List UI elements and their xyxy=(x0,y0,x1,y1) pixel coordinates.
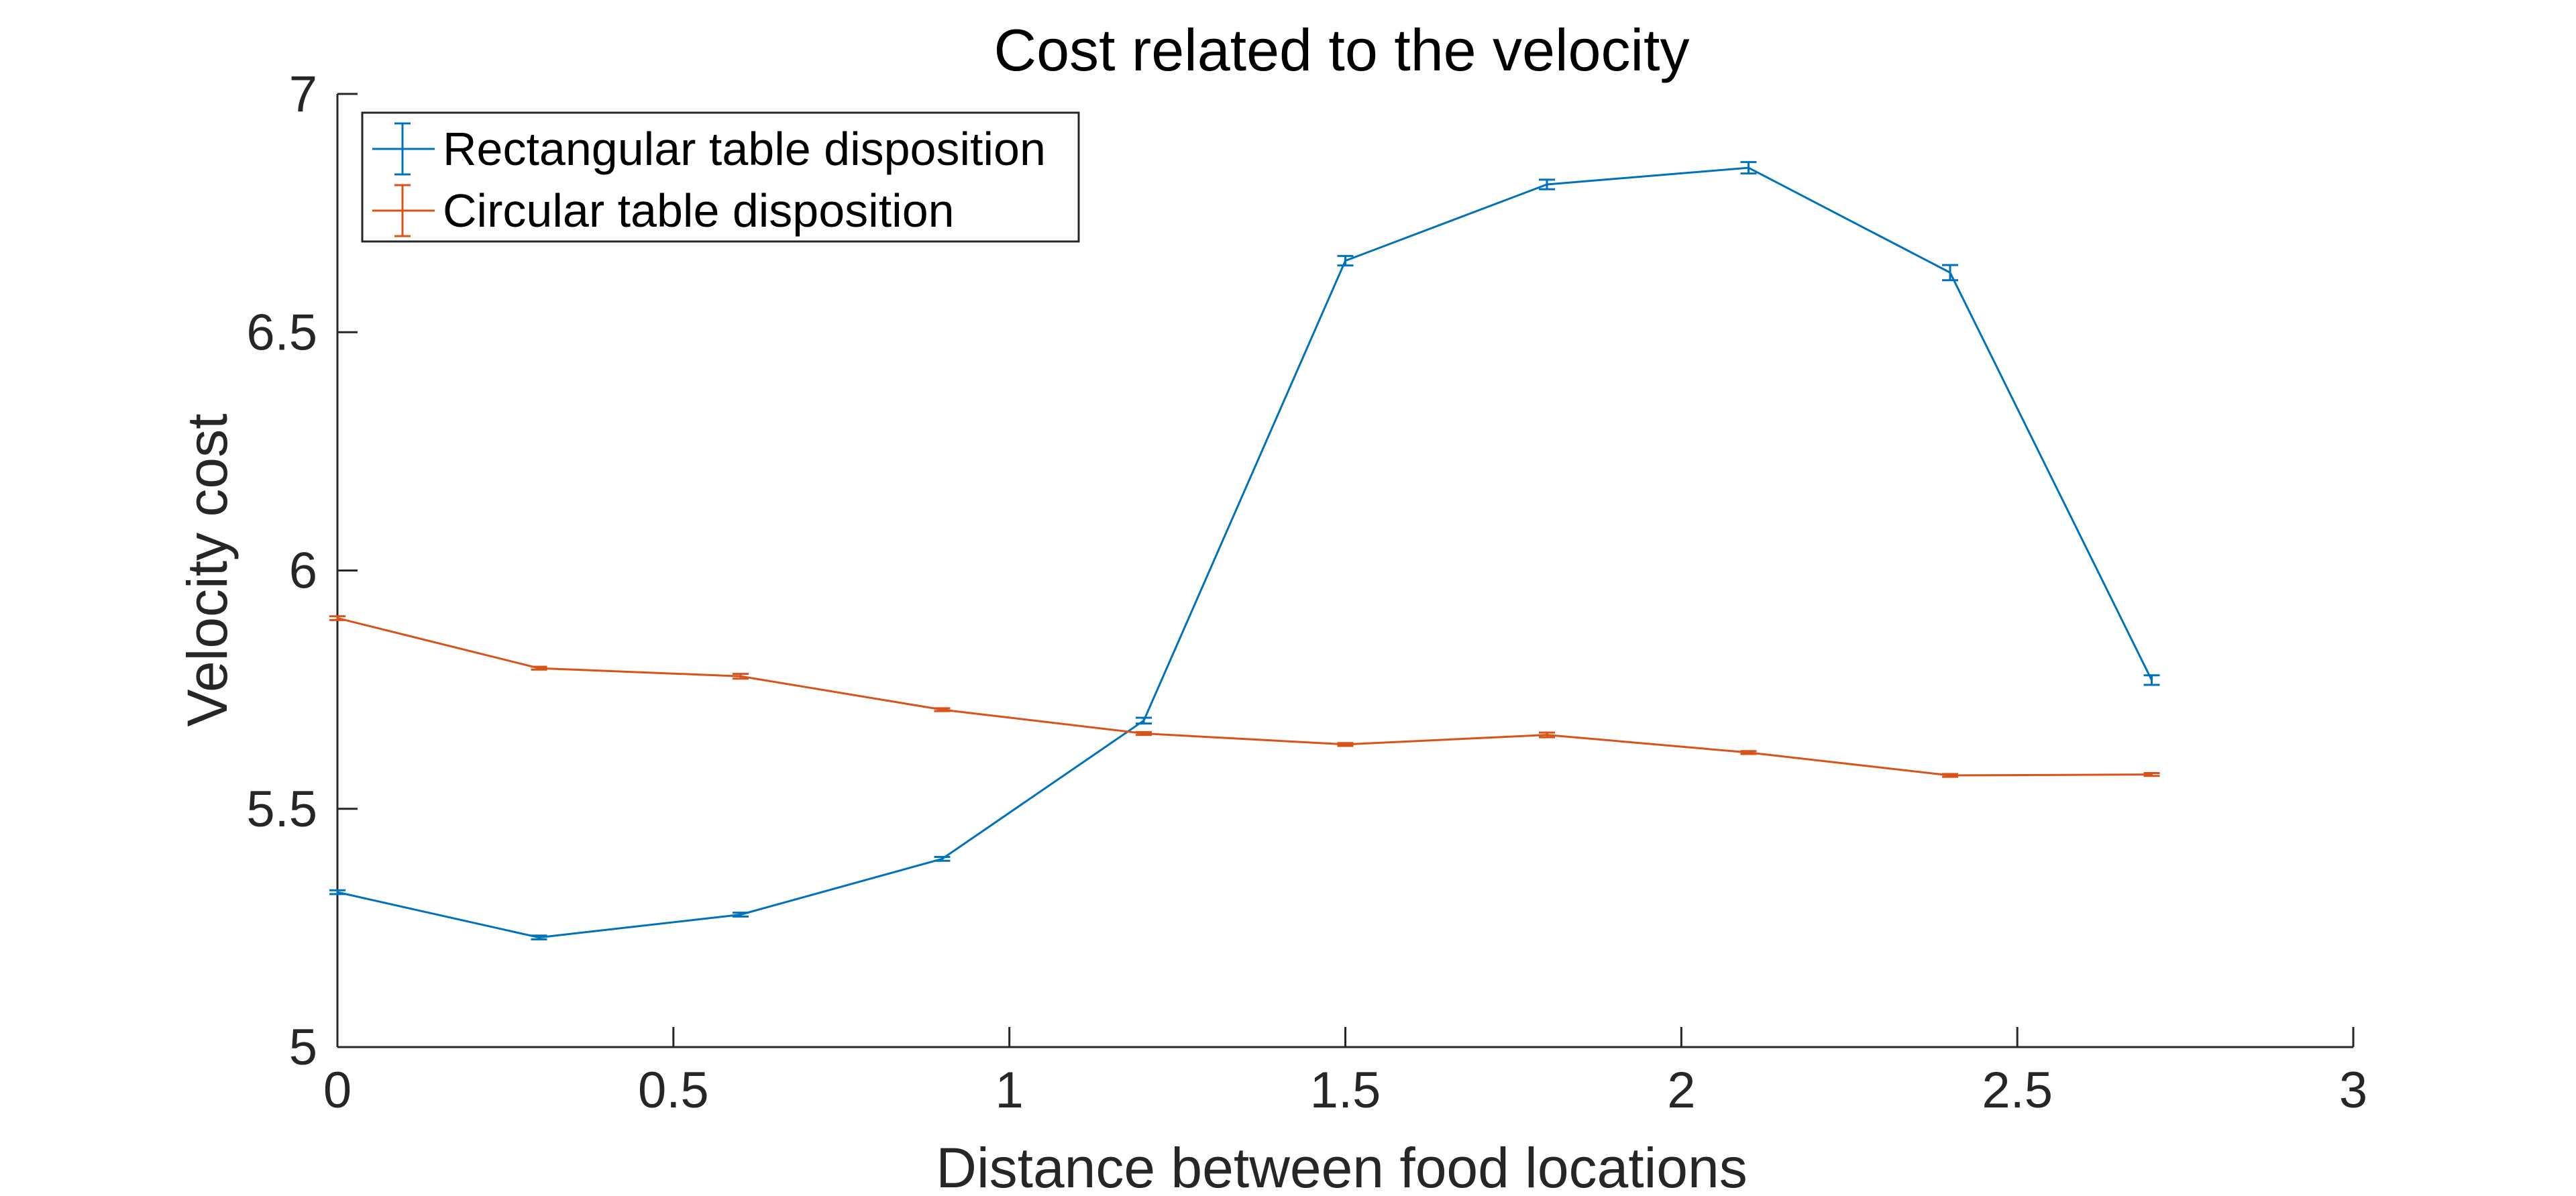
error-bar xyxy=(1136,730,1152,737)
error-bar xyxy=(1337,255,1354,267)
error-bar xyxy=(733,673,749,680)
series-line xyxy=(337,166,2153,939)
error-bar xyxy=(934,707,951,712)
error-bar xyxy=(733,912,749,918)
legend-label: Rectangular table disposition xyxy=(443,123,1046,175)
x-tick-label: 0 xyxy=(323,1062,352,1119)
error-bar xyxy=(1136,716,1152,725)
y-tick-label: 7 xyxy=(289,66,317,123)
legend: Rectangular table disposition Circular ta… xyxy=(361,111,1080,243)
y-tick-label: 6.5 xyxy=(246,304,317,361)
legend-box xyxy=(361,111,1080,243)
error-bar xyxy=(1942,264,1958,282)
error-bar xyxy=(1539,178,1555,191)
y-tick-label: 5.5 xyxy=(246,781,317,838)
x-tick-label: 0.5 xyxy=(638,1062,709,1119)
x-axis-title: Distance between food locations xyxy=(936,1136,1747,1196)
error-bar xyxy=(1740,750,1757,755)
error-bar xyxy=(1942,773,1958,778)
x-tick-label: 1.5 xyxy=(1310,1062,1381,1119)
x-tick-label: 1 xyxy=(996,1062,1024,1119)
error-bar xyxy=(2143,674,2160,686)
chart-title: Cost related to the velocity xyxy=(994,17,1690,83)
error-bar xyxy=(1539,731,1555,739)
error-bar xyxy=(2143,771,2160,777)
error-bar xyxy=(1337,742,1354,747)
error-bar xyxy=(531,934,547,940)
y-axis-title: Velocity cost xyxy=(176,414,239,727)
error-bar xyxy=(934,856,951,862)
y-tick-label: 5 xyxy=(289,1019,317,1076)
legend-item-2: Circular table disposition xyxy=(372,184,955,237)
series-2 xyxy=(329,615,2160,778)
x-tick-label: 2.5 xyxy=(1982,1062,2053,1119)
series-1 xyxy=(329,161,2160,940)
legend-label: Circular table disposition xyxy=(443,184,955,237)
error-bar xyxy=(329,615,345,621)
x-tick-label: 3 xyxy=(2339,1062,2367,1119)
error-bar xyxy=(1740,161,1757,175)
series-line xyxy=(337,617,2152,777)
x-tick-label: 2 xyxy=(1667,1062,1695,1119)
plot-area: 0 0.5 1 1.5 2 2.5 3 5 5.5 6 6.5 7 xyxy=(246,66,2367,1119)
legend-item-1: Rectangular table disposition xyxy=(372,122,1046,176)
error-bar xyxy=(531,665,547,671)
y-tick-label: 6 xyxy=(289,543,317,600)
error-bar xyxy=(329,889,345,895)
